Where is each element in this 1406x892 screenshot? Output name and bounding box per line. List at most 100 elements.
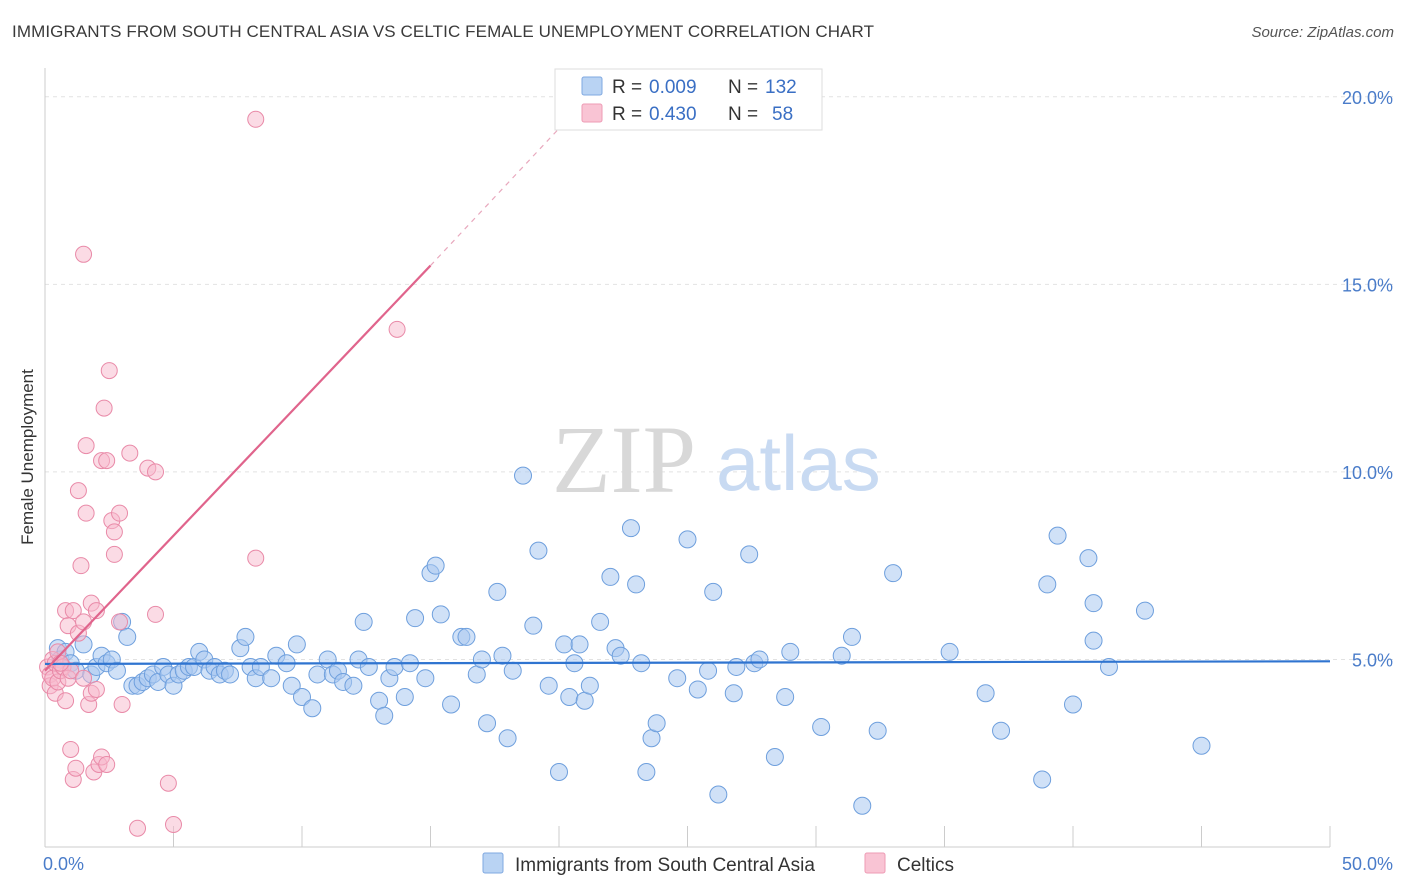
- blue-point-58: [385, 657, 404, 676]
- pink-point-32: [87, 680, 105, 698]
- pink-point-51: [159, 774, 177, 792]
- pink-point-23: [75, 613, 93, 631]
- pink-point-38: [98, 755, 116, 773]
- blue-point-129: [1192, 736, 1211, 755]
- blue-point-105: [740, 545, 759, 564]
- y-tick-labels: 5.0% 10.0% 15.0% 20.0%: [1342, 88, 1393, 671]
- pink-point-41: [105, 523, 123, 541]
- legend-n-label-pink: N =: [728, 104, 758, 125]
- pink-point-19: [67, 759, 85, 777]
- blue-point-75: [503, 661, 522, 680]
- y-tick-label-2: 15.0%: [1342, 275, 1393, 295]
- blue-point-114: [853, 796, 872, 815]
- blue-point-98: [688, 680, 707, 699]
- pink-point-50: [147, 605, 165, 623]
- pink-point-55: [388, 320, 406, 338]
- pink-point-53: [247, 110, 265, 128]
- blue-point-86: [580, 676, 599, 695]
- blue-point-87: [591, 612, 610, 631]
- blue-point-65: [431, 605, 450, 624]
- chart-source: Source: ZipAtlas.com: [1251, 24, 1394, 41]
- x-tick-label-1: 50.0%: [1342, 854, 1393, 874]
- bottom-legend-label-blue: Immigrants from South Central Asia: [515, 855, 815, 876]
- blue-point-101: [704, 582, 723, 601]
- blue-point-99: [699, 661, 718, 680]
- blue-point-55: [370, 691, 389, 710]
- trend-lines: [44, 122, 1331, 672]
- blue-point-81: [555, 635, 574, 654]
- bottom-legend-swatch-blue: [482, 852, 504, 874]
- pink-point-46: [121, 444, 139, 462]
- blue-point-70: [472, 650, 491, 669]
- blue-point-77: [524, 616, 543, 635]
- blue-point-124: [1079, 549, 1098, 568]
- pink-point-20: [69, 482, 87, 500]
- blue-point-104: [727, 657, 746, 676]
- blue-point-78: [529, 541, 548, 560]
- pink-point-45: [113, 695, 131, 713]
- pink-point-25: [77, 437, 95, 455]
- blue-point-111: [812, 717, 831, 736]
- x-tick-label-0: 0.0%: [43, 854, 84, 874]
- pink-point-39: [100, 362, 118, 380]
- legend-r-label-blue: R =: [612, 77, 642, 98]
- pink-point-22: [72, 557, 90, 575]
- blue-point-107: [750, 650, 769, 669]
- pink-point-43: [111, 613, 129, 631]
- blue-point-100: [678, 530, 697, 549]
- blue-point-43: [287, 635, 306, 654]
- bottom-legend: Immigrants from South Central Asia Celti…: [482, 852, 954, 876]
- legend-n-value-pink: 58: [772, 104, 793, 125]
- y-tick-label-1: 10.0%: [1342, 463, 1393, 483]
- legend-n-value-blue: 132: [765, 77, 797, 98]
- blue-point-62: [416, 669, 435, 688]
- trend-line-blue: [44, 660, 1331, 666]
- blue-point-53: [354, 612, 373, 631]
- legend-r-label-pink: R =: [612, 104, 642, 125]
- blue-point-118: [976, 684, 995, 703]
- blue-point-13: [118, 627, 137, 646]
- watermark-zip-text: ZIP: [552, 406, 696, 513]
- blue-point-51: [344, 676, 363, 695]
- series-blue-points: [48, 466, 1211, 815]
- blue-point-122: [1048, 526, 1067, 545]
- blue-point-44: [293, 687, 311, 706]
- blue-point-46: [308, 665, 327, 684]
- grid-lines: [45, 96, 1393, 660]
- blue-point-95: [642, 729, 661, 748]
- blue-point-128: [1135, 601, 1154, 620]
- blue-point-82: [560, 687, 579, 706]
- blue-point-71: [478, 714, 497, 733]
- blue-point-56: [375, 706, 394, 725]
- blue-point-94: [637, 762, 656, 781]
- blue-point-69: [467, 665, 486, 684]
- trend-line-pink-extension: [430, 122, 565, 266]
- pink-point-42: [105, 545, 123, 563]
- blue-point-45: [303, 699, 322, 718]
- series-pink-points: [39, 110, 406, 837]
- pink-point-17: [64, 602, 82, 620]
- trend-line-pink: [44, 264, 432, 672]
- pink-point-11: [57, 692, 75, 710]
- blue-point-125: [1084, 631, 1103, 650]
- y-tick-label-3: 20.0%: [1342, 88, 1393, 108]
- legend-swatch-pink: [581, 103, 603, 123]
- blue-point-59: [395, 687, 414, 706]
- blue-point-121: [1038, 575, 1057, 594]
- blue-point-72: [488, 582, 507, 601]
- top-legend: R = 0.009 N = 132 R = 0.430 N = 58: [554, 68, 823, 131]
- pink-point-44: [111, 504, 129, 522]
- blue-point-42: [282, 676, 301, 695]
- blue-point-96: [647, 714, 666, 733]
- pink-point-31: [87, 602, 105, 620]
- y-tick-label-0: 5.0%: [1352, 650, 1393, 670]
- blue-point-112: [832, 646, 851, 665]
- blue-point-97: [668, 669, 687, 688]
- blue-point-83: [570, 635, 589, 654]
- blue-point-113: [842, 627, 861, 646]
- blue-point-119: [992, 721, 1011, 740]
- blue-point-54: [359, 657, 378, 676]
- legend-n-label-blue: N =: [728, 77, 758, 98]
- watermark: ZIP atlas: [552, 406, 881, 513]
